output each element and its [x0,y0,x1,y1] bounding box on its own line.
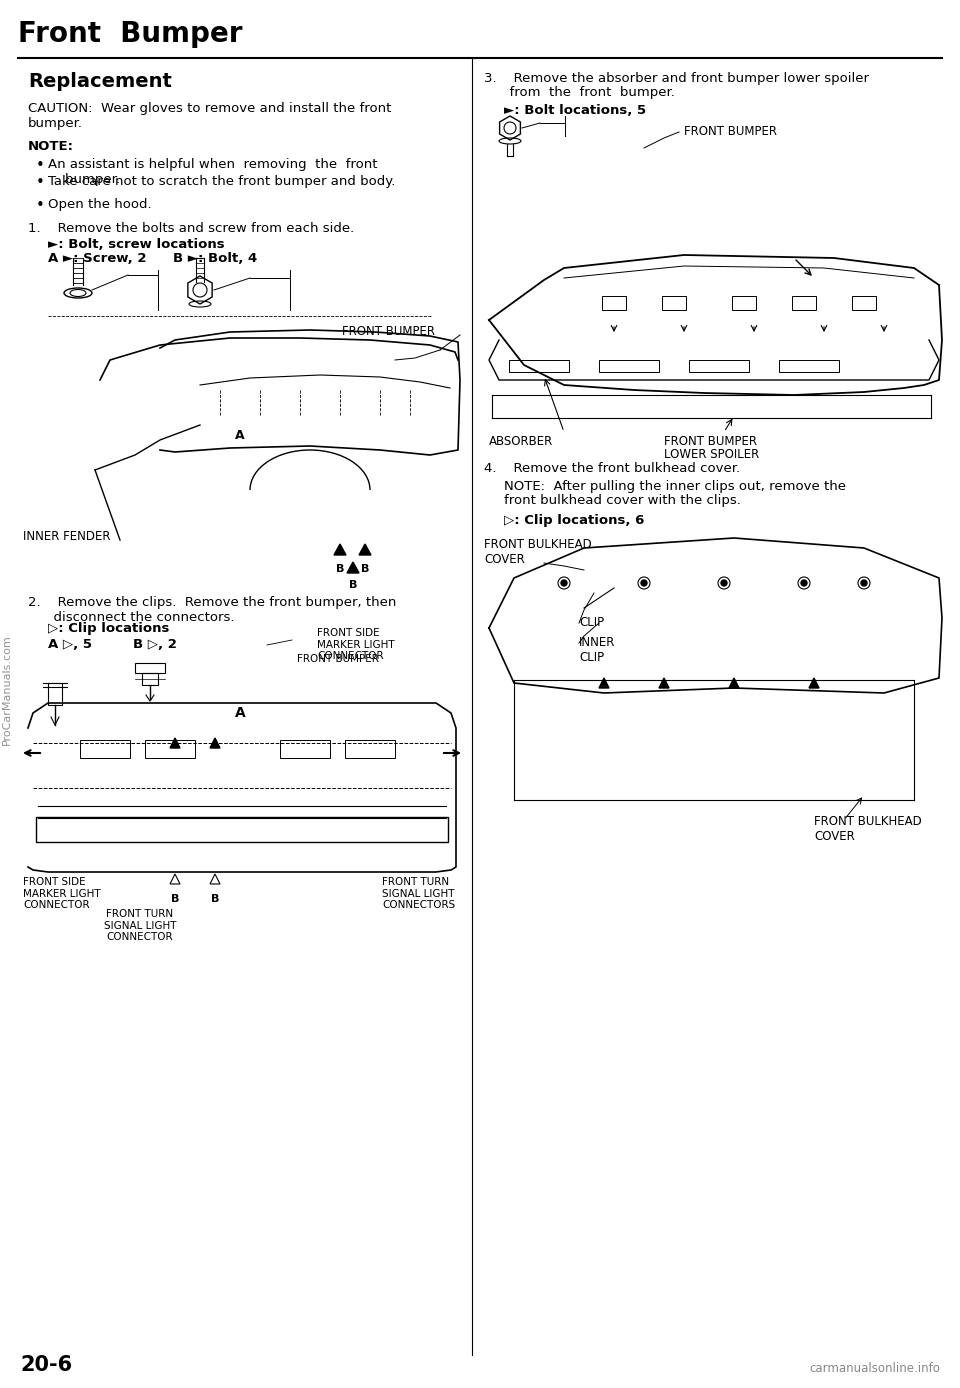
Text: FRONT SIDE
MARKER LIGHT
CONNECTOR: FRONT SIDE MARKER LIGHT CONNECTOR [23,877,101,911]
Polygon shape [170,738,180,748]
Bar [732,296,756,310]
Text: B: B [348,580,357,590]
Text: •: • [36,198,45,212]
Polygon shape [210,738,220,748]
Text: Replacement: Replacement [28,72,172,92]
Text: ►: Bolt locations, 5: ►: Bolt locations, 5 [504,104,646,117]
Text: 20-6: 20-6 [20,1355,72,1376]
Polygon shape [599,677,609,688]
Bar [599,359,659,372]
Text: FRONT BULKHEAD
COVER: FRONT BULKHEAD COVER [814,815,922,843]
Text: ▷: Clip locations: ▷: Clip locations [48,622,169,634]
Polygon shape [334,544,346,555]
Text: FRONT BUMPER: FRONT BUMPER [297,654,379,663]
Text: B: B [361,564,370,575]
Bar [145,740,195,758]
Text: FRONT BUMPER: FRONT BUMPER [664,434,757,448]
Text: •: • [36,175,45,190]
Text: NOTE:: NOTE: [28,140,74,153]
Bar [135,663,165,673]
Text: B: B [211,894,219,904]
Text: 4.    Remove the front bulkhead cover.: 4. Remove the front bulkhead cover. [484,462,740,475]
Polygon shape [729,677,739,688]
Text: CLIP: CLIP [579,616,604,629]
Text: A ▷, 5: A ▷, 5 [48,638,92,651]
Text: A: A [234,706,246,720]
Text: from  the  front  bumper.: from the front bumper. [484,86,675,99]
Bar [80,740,130,758]
Bar [280,740,330,758]
Circle shape [801,580,807,586]
Circle shape [641,580,647,586]
Circle shape [861,580,867,586]
Text: FRONT TURN
SIGNAL LIGHT
CONNECTORS: FRONT TURN SIGNAL LIGHT CONNECTORS [382,877,455,911]
Text: CAUTION:  Wear gloves to remove and install the front
bumper.: CAUTION: Wear gloves to remove and insta… [28,101,392,130]
Bar [48,683,62,705]
Text: B ►: Bolt, 4: B ►: Bolt, 4 [173,253,257,265]
Text: Front  Bumper: Front Bumper [18,19,243,49]
Text: FRONT BUMPER: FRONT BUMPER [342,325,435,339]
Bar [779,359,839,372]
Text: •: • [36,158,45,174]
Text: Take care not to scratch the front bumper and body.: Take care not to scratch the front bumpe… [48,175,396,187]
Bar [345,740,395,758]
Text: ProCarManuals.com: ProCarManuals.com [2,634,12,745]
Text: carmanualsonline.info: carmanualsonline.info [809,1362,940,1376]
Bar [602,296,626,310]
Bar [689,359,749,372]
Polygon shape [359,544,371,555]
Bar [662,296,686,310]
Text: B: B [336,564,345,575]
Text: ►: Bolt, screw locations: ►: Bolt, screw locations [48,237,225,251]
Text: An assistant is helpful when  removing  the  front
    bumper.: An assistant is helpful when removing th… [48,158,377,186]
Text: INNER FENDER: INNER FENDER [23,530,110,543]
Text: ABSORBER: ABSORBER [489,434,553,448]
Text: FRONT TURN
SIGNAL LIGHT
CONNECTOR: FRONT TURN SIGNAL LIGHT CONNECTOR [104,909,177,942]
Text: FRONT BULKHEAD
COVER: FRONT BULKHEAD COVER [484,539,591,566]
Circle shape [561,580,567,586]
Text: Open the hood.: Open the hood. [48,198,152,211]
Polygon shape [659,677,669,688]
Text: ▷: Clip locations, 6: ▷: Clip locations, 6 [504,514,644,527]
Text: front bulkhead cover with the clips.: front bulkhead cover with the clips. [504,494,741,507]
Text: A: A [235,429,245,441]
Text: A ►: Screw, 2: A ►: Screw, 2 [48,253,147,265]
Text: B ▷, 2: B ▷, 2 [133,638,177,651]
Bar [36,818,448,843]
Text: FRONT BUMPER: FRONT BUMPER [684,125,777,137]
Text: INNER
CLIP: INNER CLIP [579,636,615,663]
Bar [142,673,158,686]
Text: 2.    Remove the clips.  Remove the front bumper, then
      disconnect the conn: 2. Remove the clips. Remove the front bu… [28,595,396,625]
Bar [852,296,876,310]
Text: 1.    Remove the bolts and screw from each side.: 1. Remove the bolts and screw from each … [28,222,354,235]
Text: FRONT SIDE
MARKER LIGHT
CONNECTOR: FRONT SIDE MARKER LIGHT CONNECTOR [317,627,395,661]
Text: B: B [171,894,180,904]
Text: LOWER SPOILER: LOWER SPOILER [664,448,759,461]
Circle shape [721,580,727,586]
Text: NOTE:  After pulling the inner clips out, remove the: NOTE: After pulling the inner clips out,… [504,480,846,493]
Bar [509,359,569,372]
Text: 3.    Remove the absorber and front bumper lower spoiler: 3. Remove the absorber and front bumper … [484,72,869,85]
Bar [792,296,816,310]
Polygon shape [809,677,819,688]
Polygon shape [347,562,359,573]
